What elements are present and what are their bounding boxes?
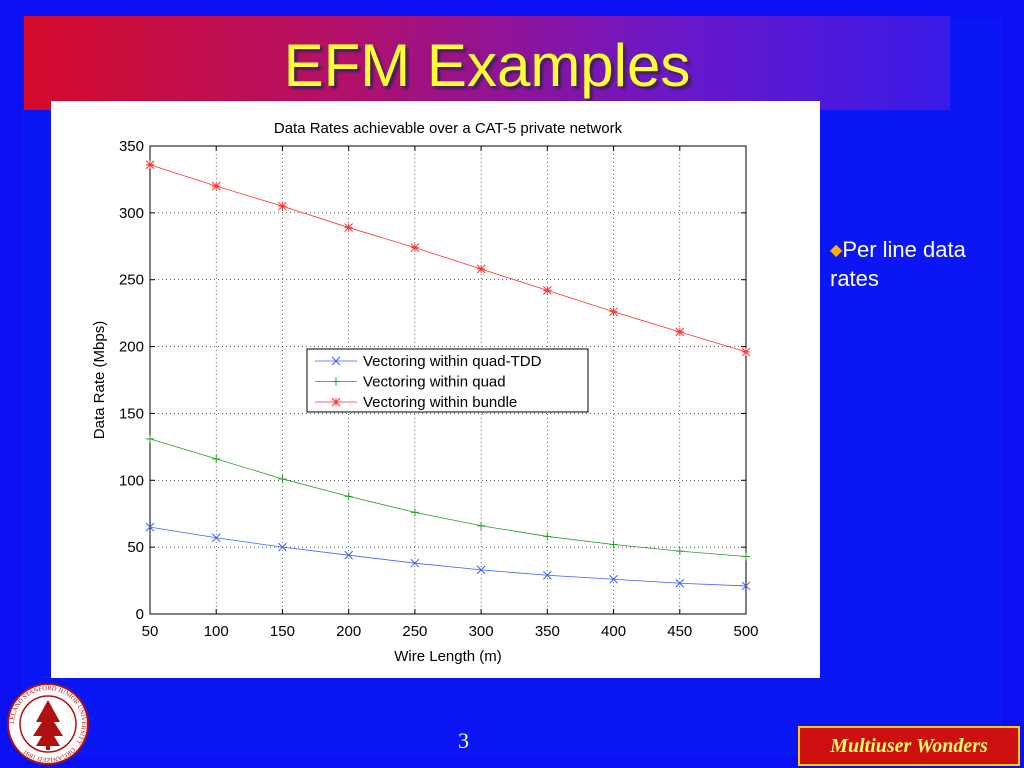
data-point <box>278 542 287 552</box>
data-point <box>278 474 287 483</box>
data-point <box>344 550 354 560</box>
line-chart: 50 100 150 200 250 300 350 400 450 50005010015020… <box>91 120 759 665</box>
data-point <box>609 307 618 317</box>
x-tick-label: 400 <box>601 623 626 640</box>
x-tick-label: 450 <box>667 623 692 640</box>
legend-box <box>306 348 589 413</box>
y-tick-label: 0 <box>136 606 144 623</box>
data-point <box>476 565 486 575</box>
page-number: 3 <box>458 728 469 753</box>
data-point <box>344 492 353 501</box>
x-tick-label: 500 <box>733 623 758 640</box>
legend-marker <box>331 397 341 407</box>
brand-label: Multiuser Wonders <box>830 734 988 757</box>
legend-entry-label: Vectoring within quad <box>363 374 506 391</box>
data-point <box>675 578 685 588</box>
chart-title: Data Rates achievable over a CAT-5 priva… <box>274 120 623 137</box>
y-tick-label: 100 <box>119 472 144 489</box>
x-tick-label: 100 <box>204 623 229 640</box>
x-tick-label: 50 <box>142 623 159 640</box>
slide-title: EFM Examples <box>283 32 691 99</box>
x-tick-label: 250 <box>402 623 427 640</box>
data-point <box>477 521 486 530</box>
data-point <box>675 547 684 556</box>
data-point <box>211 181 221 191</box>
y-tick-label: 350 <box>119 138 144 155</box>
x-tick-label: 300 <box>469 623 494 640</box>
data-point <box>410 243 420 252</box>
data-point <box>344 223 354 232</box>
university-seal-icon: LELAND STANFORD JUNIOR UNIVERSITY · ORGA… <box>7 683 89 765</box>
x-axis-label: Wire Length (m) <box>394 648 502 665</box>
series-line <box>149 526 747 587</box>
data-point <box>542 286 552 295</box>
data-point <box>146 434 154 443</box>
bullet-text: Per line data rates <box>830 237 966 291</box>
y-tick-label: 50 <box>127 539 144 556</box>
x-tick-label: 200 <box>336 623 361 640</box>
title-bar <box>24 16 950 110</box>
data-point <box>741 347 751 357</box>
x-tick-label: 350 <box>535 623 560 640</box>
x-tick-label: 150 <box>270 623 295 640</box>
data-point <box>742 552 750 561</box>
chart-panel: 50 100 150 200 250 300 350 400 450 500 0 50 100 150 20… <box>51 101 820 678</box>
legend-marker <box>331 356 341 366</box>
data-point <box>542 570 552 580</box>
data-point <box>476 264 486 274</box>
y-tick-label: 250 <box>119 272 144 289</box>
y-tick-label: 200 <box>119 339 144 356</box>
legend-entry-label: Vectoring within quad-TDD <box>363 353 542 370</box>
data-point <box>212 454 221 463</box>
diamond-bullet-icon: ◆ <box>830 242 843 259</box>
series-line <box>149 164 747 353</box>
axes-frame <box>149 145 747 615</box>
data-point <box>410 558 420 568</box>
data-point <box>675 327 685 337</box>
data-point <box>410 508 419 517</box>
bullet-item: ◆Per line data rates <box>830 236 1010 293</box>
legend-entry-label: Vectoring within bundle <box>363 394 517 411</box>
data-point <box>278 201 287 211</box>
data-point <box>145 522 155 532</box>
y-tick-label: 300 <box>119 205 144 222</box>
y-axis-label: Data Rate (Mbps) <box>91 321 108 439</box>
brand-box: Multiuser Wonders <box>798 726 1020 766</box>
legend-marker <box>332 377 340 386</box>
data-point <box>145 160 155 170</box>
data-point <box>609 540 618 549</box>
data-point <box>211 533 221 543</box>
data-point <box>543 532 552 541</box>
data-point <box>741 581 751 591</box>
y-tick-label: 150 <box>119 405 144 422</box>
data-point <box>609 574 618 584</box>
series-line <box>149 438 747 557</box>
